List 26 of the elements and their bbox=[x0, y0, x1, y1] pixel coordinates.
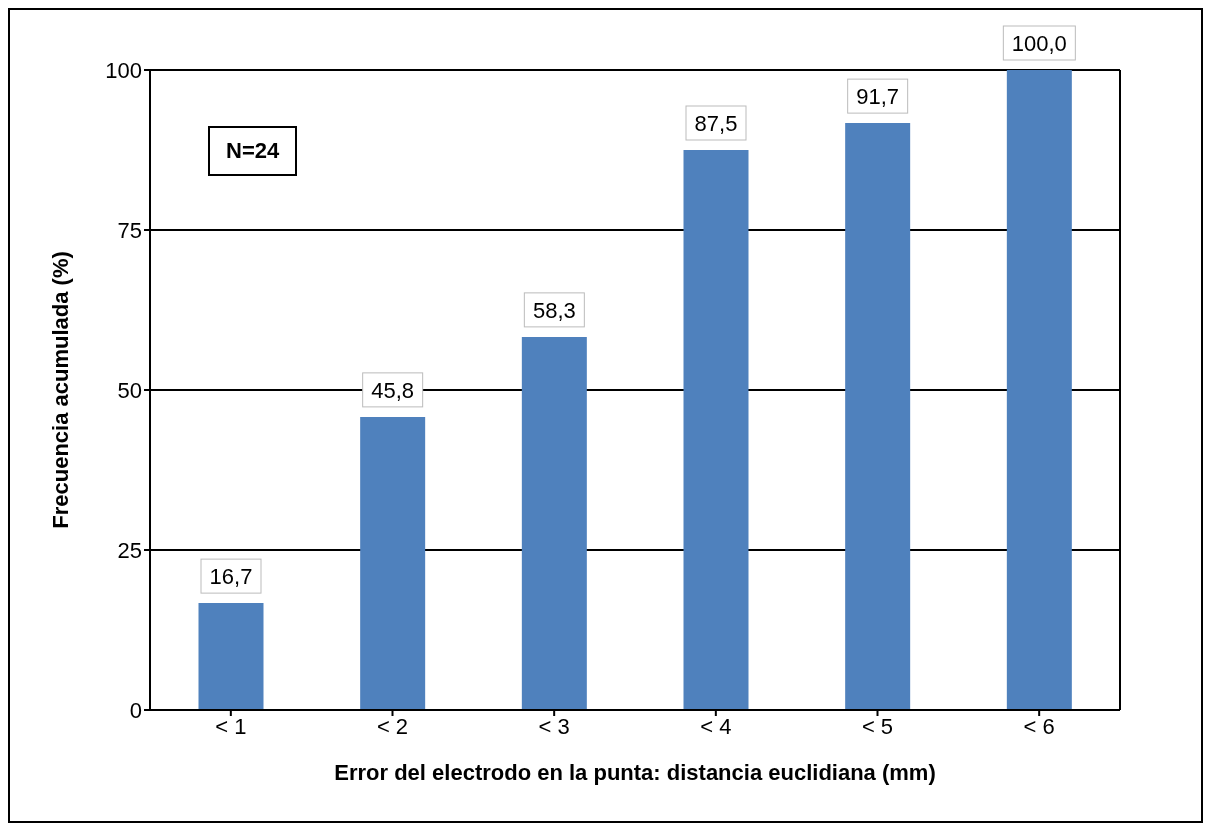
y-tick-label: 50 bbox=[117, 377, 142, 403]
data-label: 58,3 bbox=[532, 297, 576, 323]
bar bbox=[683, 150, 749, 710]
x-tick-label: < 3 bbox=[538, 713, 570, 739]
data-label: 16,7 bbox=[209, 564, 253, 590]
bar bbox=[521, 336, 587, 710]
x-tick-label: < 5 bbox=[861, 713, 894, 739]
x-tick-label: < 2 bbox=[376, 713, 409, 739]
annotation: N=24 bbox=[208, 126, 298, 176]
data-label: 100,0 bbox=[1011, 31, 1067, 56]
bar bbox=[360, 416, 426, 710]
x-tick-label: < 6 bbox=[1023, 713, 1055, 739]
bar bbox=[1006, 70, 1072, 710]
bar bbox=[198, 603, 264, 710]
y-tick-label: 75 bbox=[117, 217, 142, 243]
x-tick-label: < 1 bbox=[215, 713, 247, 739]
y-tick-label: 100 bbox=[105, 57, 142, 83]
y-tick-label: 0 bbox=[129, 697, 142, 723]
y-tick-label: 25 bbox=[117, 537, 142, 563]
bar bbox=[845, 123, 911, 710]
data-label: 87,5 bbox=[694, 111, 738, 136]
y-axis-title: Frecuencia acumulada (%) bbox=[47, 251, 73, 529]
x-axis-title: Error del electrodo en la punta: distancia euclidiana (mm) bbox=[334, 760, 936, 785]
x-tick-label: < 4 bbox=[700, 713, 732, 739]
data-label: 91,7 bbox=[856, 84, 900, 110]
data-label: 45,8 bbox=[371, 377, 415, 403]
